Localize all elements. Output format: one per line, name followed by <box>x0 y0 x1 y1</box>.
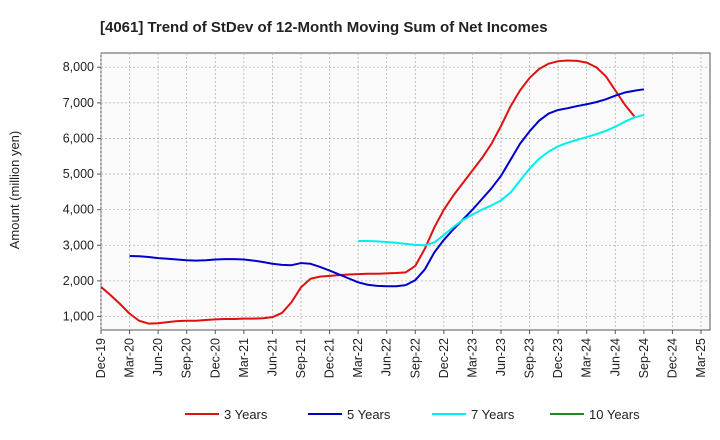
x-tick-label: Jun-20 <box>151 338 165 376</box>
y-tick-label: 8,000 <box>63 60 94 74</box>
x-tick-label: Dec-24 <box>665 338 679 378</box>
y-tick-label: 5,000 <box>63 167 94 181</box>
y-tick-label: 1,000 <box>63 309 94 323</box>
x-tick-label: Mar-21 <box>237 338 251 378</box>
x-tick-label: Dec-21 <box>323 338 337 378</box>
series-line-3-years <box>100 59 636 325</box>
x-tick-label: Mar-25 <box>694 338 708 378</box>
legend-label: 3 Years <box>224 407 268 422</box>
series-line-7-years <box>358 113 645 247</box>
x-tick-label: Jun-24 <box>608 338 622 376</box>
y-tick-label: 2,000 <box>63 274 94 288</box>
x-tick-label: Dec-23 <box>551 338 565 378</box>
legend-label: 7 Years <box>471 407 515 422</box>
x-tick-label: Jun-23 <box>494 338 508 376</box>
x-tick-label: Sep-21 <box>294 338 308 378</box>
legend-label: 5 Years <box>347 407 391 422</box>
y-axis-label: Amount (million yen) <box>7 131 22 250</box>
x-tick-label: Dec-20 <box>208 338 222 378</box>
x-tick-label: Sep-24 <box>637 338 651 378</box>
x-tick-label: Mar-24 <box>580 338 594 378</box>
x-tick-label: Sep-22 <box>408 338 422 378</box>
x-tick-label: Jun-21 <box>265 338 279 376</box>
series-line-5-years <box>129 88 645 288</box>
y-axis: 1,000 2,000 3,000 4,000 5,000 6,000 7,000 8,000 <box>63 60 101 323</box>
x-tick-label: Sep-23 <box>523 338 537 378</box>
series-lines <box>100 59 645 325</box>
y-tick-label: 3,000 <box>63 238 94 252</box>
x-tick-label: Dec-19 <box>94 338 108 378</box>
legend-label: 10 Years <box>589 407 640 422</box>
x-tick-label: Dec-22 <box>437 338 451 378</box>
legend: 3 Years 5 Years 7 Years 10 Years <box>185 407 640 422</box>
x-tick-label: Mar-22 <box>351 338 365 378</box>
x-tick-label: Jun-22 <box>380 338 394 376</box>
x-tick-label: Mar-23 <box>465 338 479 378</box>
chart-title: [4061] Trend of StDev of 12-Month Moving… <box>100 19 548 36</box>
y-tick-label: 6,000 <box>63 131 94 145</box>
y-tick-label: 4,000 <box>63 203 94 217</box>
x-tick-label: Sep-20 <box>180 338 194 378</box>
x-axis: Dec-19 Mar-20 Jun-20 Sep-20 Dec-20 Mar-21 Jun-… <box>94 330 708 378</box>
x-tick-label: Mar-20 <box>123 338 137 378</box>
y-tick-label: 7,000 <box>63 96 94 110</box>
grid <box>100 53 710 330</box>
